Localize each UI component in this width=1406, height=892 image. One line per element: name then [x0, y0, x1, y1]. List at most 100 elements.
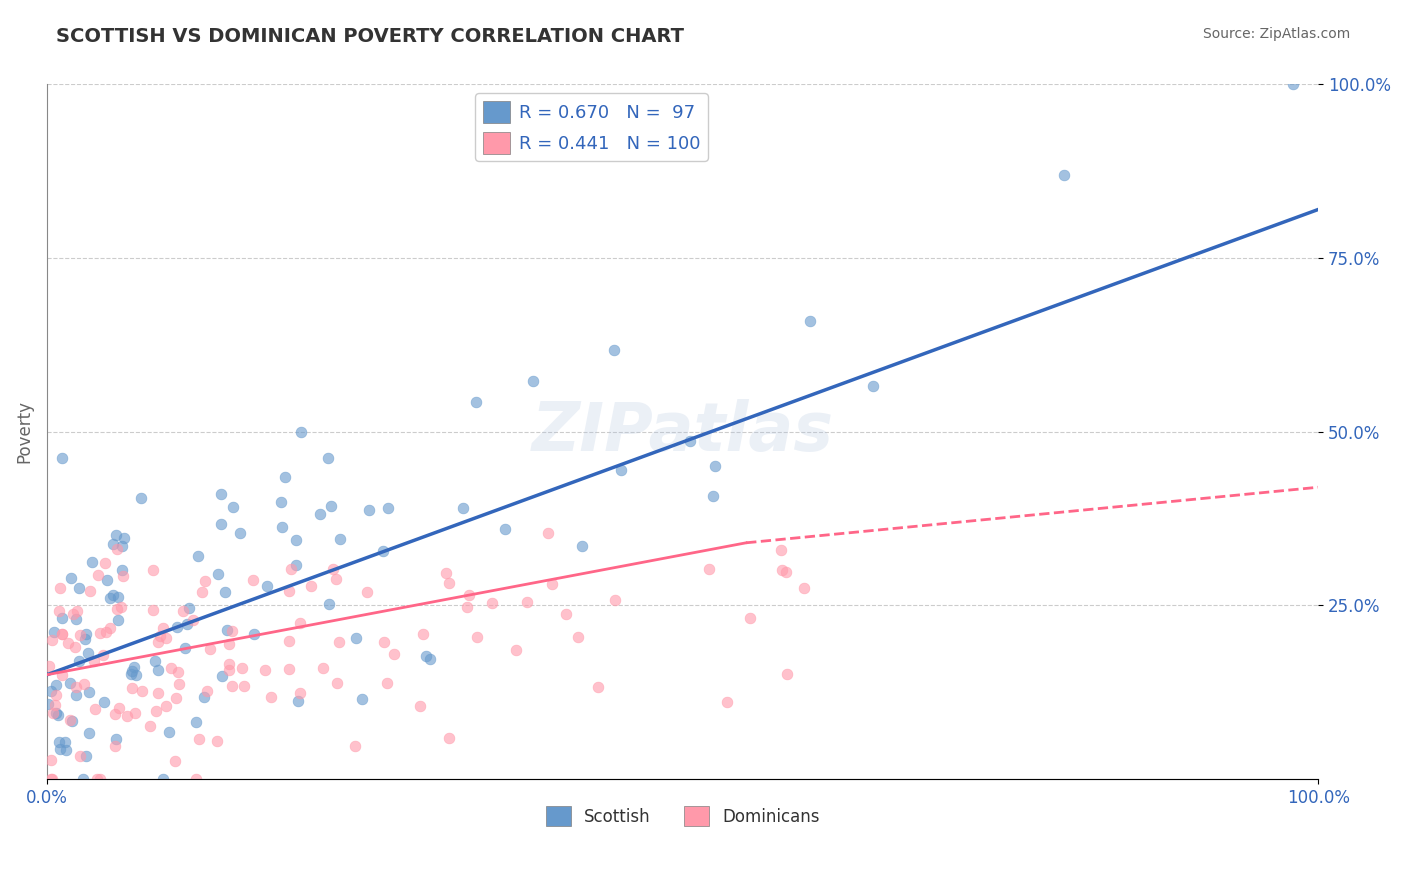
Point: [799, 313, 821, 327]
Text: Source: ZipAtlas.com: Source: ZipAtlas.com: [1202, 27, 1350, 41]
Point: [328, 634, 350, 648]
Point: [75, 632, 97, 647]
Point: [94, 557, 117, 571]
Point: [233, 679, 256, 693]
Point: [537, 525, 560, 540]
Point: [105, 601, 128, 615]
Point: [96, 625, 118, 640]
Point: [125, 668, 148, 682]
Point: [437, 576, 460, 591]
Point: [193, 690, 215, 704]
Point: [65, 688, 87, 702]
Point: [465, 395, 488, 409]
Point: [610, 463, 633, 477]
Point: [702, 489, 724, 503]
Point: [79, 685, 101, 699]
Point: [505, 643, 527, 657]
Point: [105, 528, 128, 542]
Point: [862, 378, 884, 392]
Point: [67, 654, 90, 668]
Point: [567, 630, 589, 644]
Point: [139, 719, 162, 733]
Point: [356, 585, 378, 599]
Point: [45, 678, 67, 692]
Point: [65, 612, 87, 626]
Point: [59, 676, 82, 690]
Point: [41, 706, 63, 720]
Point: [434, 566, 457, 581]
Point: [221, 624, 243, 638]
Point: [287, 694, 309, 708]
Point: [270, 520, 292, 534]
Point: [62, 607, 84, 622]
Point: [66, 604, 89, 618]
Point: [157, 724, 180, 739]
Point: [45, 688, 67, 702]
Point: [217, 623, 239, 637]
Point: [145, 704, 167, 718]
Point: [288, 616, 311, 631]
Point: [195, 684, 218, 698]
Point: [112, 569, 135, 583]
Point: [165, 691, 187, 706]
Point: [415, 648, 437, 663]
Point: [104, 707, 127, 722]
Legend: Scottish, Dominicans: Scottish, Dominicans: [538, 799, 827, 833]
Point: [53, 734, 76, 748]
Point: [75, 749, 97, 764]
Point: [65, 640, 87, 654]
Point: [111, 539, 134, 553]
Point: [51, 668, 73, 682]
Point: [152, 772, 174, 786]
Point: [344, 631, 367, 645]
Point: [375, 676, 398, 690]
Point: [194, 574, 217, 589]
Point: [209, 487, 232, 501]
Point: [48, 604, 70, 618]
Point: [716, 695, 738, 709]
Point: [98, 621, 121, 635]
Point: [190, 585, 212, 599]
Point: [207, 733, 229, 747]
Point: [45, 706, 67, 720]
Point: [184, 714, 207, 729]
Point: [121, 681, 143, 696]
Point: [46, 708, 69, 723]
Point: [209, 517, 232, 532]
Point: [93, 695, 115, 709]
Point: [554, 607, 576, 622]
Point: [541, 576, 564, 591]
Point: [187, 549, 209, 563]
Point: [82, 555, 104, 569]
Point: [143, 654, 166, 668]
Point: [51, 627, 73, 641]
Point: [277, 584, 299, 599]
Point: [65, 681, 87, 695]
Point: [38, 658, 60, 673]
Point: [308, 507, 330, 521]
Point: [350, 692, 373, 706]
Point: [516, 595, 538, 609]
Point: [329, 532, 352, 546]
Point: [481, 595, 503, 609]
Point: [373, 635, 395, 649]
Point: [75, 627, 97, 641]
Point: [149, 629, 172, 643]
Point: [412, 627, 434, 641]
Point: [699, 562, 721, 576]
Point: [77, 646, 100, 660]
Point: [256, 579, 278, 593]
Point: [231, 661, 253, 675]
Point: [121, 664, 143, 678]
Point: [101, 537, 124, 551]
Point: [377, 501, 399, 516]
Point: [87, 568, 110, 582]
Point: [37, 697, 59, 711]
Point: [522, 374, 544, 388]
Point: [382, 648, 405, 662]
Point: [142, 602, 165, 616]
Point: [326, 676, 349, 690]
Point: [42, 625, 65, 640]
Point: [55, 743, 77, 757]
Point: [679, 434, 702, 448]
